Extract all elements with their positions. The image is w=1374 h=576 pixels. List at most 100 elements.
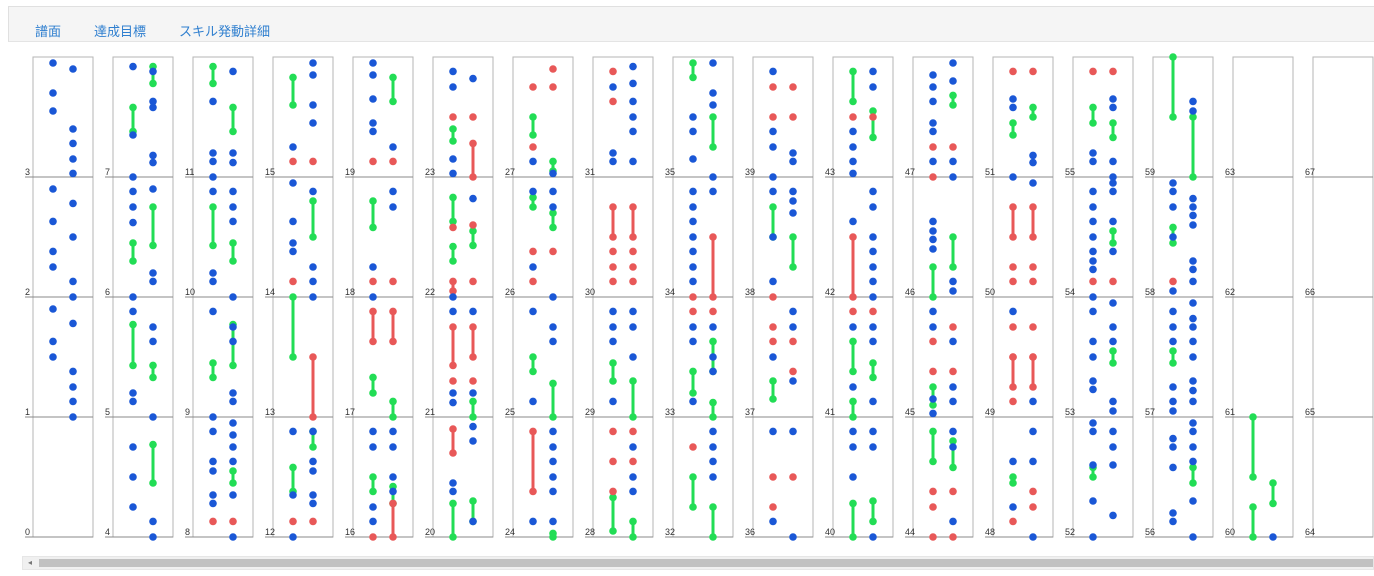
measure-label: 48 [985,527,995,537]
skill-hold-end [209,62,217,71]
tap-note [1189,323,1197,331]
measure-label: 2 [25,287,30,297]
tap-note [1029,158,1037,167]
tap-note [709,427,717,436]
skill-hold-start [529,131,537,139]
tap-note [449,83,457,91]
tap-note [149,151,157,160]
skill-hold-end [1249,503,1257,511]
measure-label: 65 [1305,407,1315,417]
skill-hold-end [549,157,557,166]
skill-hold-end [869,359,877,367]
special-hold-start [1029,233,1037,241]
special-hold-end [469,139,477,148]
skill-hold-end [229,467,237,475]
skill-hold-start [289,101,297,109]
special-note [929,143,937,151]
tab-bar: 譜面 達成目標 スキル発動詳細 [8,6,1374,42]
special-hold-end [449,277,457,286]
tap-note [69,169,77,178]
tap-note [229,217,237,226]
tap-note [129,203,137,211]
special-note [789,473,797,481]
tap-note [1109,157,1117,166]
score-chart: 0123456789101112131415161718192021222324… [25,53,1374,541]
horizontal-scrollbar[interactable]: ◂ [22,556,1374,570]
tap-note [789,307,797,316]
tap-note [229,203,237,211]
skill-hold-start [709,143,717,151]
tap-note [209,173,217,181]
tap-note [149,97,157,106]
scroll-thumb[interactable] [39,559,1373,567]
skill-hold-end [1109,347,1117,355]
tap-note [629,127,637,136]
special-note [609,247,617,256]
tap-note [769,353,777,361]
tap-note [389,443,397,451]
tap-note [769,67,777,76]
tap-note [1169,434,1177,443]
tab-score[interactable]: 譜面 [35,24,62,39]
measure-label: 38 [745,287,755,297]
special-note [469,277,477,286]
tab-achievements[interactable]: 達成目標 [94,24,147,39]
tap-note [869,397,877,406]
tab-skill-details[interactable]: スキル発動詳細 [179,24,271,39]
tap-note [289,217,297,226]
tap-note [869,293,877,301]
measure-label: 49 [985,407,995,417]
tap-note [1109,217,1117,226]
tap-note [609,157,617,166]
skill-hold-start [949,463,957,472]
special-note [949,533,957,541]
measure-label: 6 [105,287,110,297]
special-note [869,113,877,121]
special-hold-start [709,293,717,301]
tap-note [529,157,537,166]
tap-note [689,277,697,286]
special-note [389,157,397,166]
special-hold-start [1029,383,1037,391]
tap-note [1009,103,1017,112]
measure-label: 3 [25,167,30,177]
measure-label: 40 [825,527,835,537]
tap-note [549,187,557,196]
skill-hold-end [1189,113,1197,121]
skill-hold-start [949,263,957,271]
special-hold-start [529,487,537,496]
tap-note [609,149,617,157]
score-chart-area[interactable]: 0 1 2 3 4 5 6 7 8 9 10 11 12 13 14 15 16 17 18 19 20 21 22 23 24… [0,46,1374,546]
special-note [949,323,957,331]
skill-hold-start [149,373,157,382]
tap-note [929,235,937,244]
tap-note [929,227,937,235]
tap-note [689,397,697,406]
tap-note [129,397,137,406]
tap-note [549,473,557,481]
tap-note [869,263,877,271]
tap-note [1029,457,1037,466]
tap-note [849,157,857,166]
tap-note [209,187,217,196]
tap-note [869,83,877,91]
tap-note [369,443,377,451]
measure-label: 0 [25,527,30,537]
skill-hold-start [449,217,457,226]
skill-hold-end [469,227,477,235]
tap-note [1189,419,1197,427]
scroll-left-arrow-icon[interactable]: ◂ [27,558,32,567]
special-note [689,293,697,301]
skill-hold-end [449,499,457,508]
special-note [929,367,937,376]
skill-hold-end [469,397,477,406]
skill-hold-end [929,427,937,436]
tap-note [1189,221,1197,229]
tap-note [289,491,297,499]
tap-note [309,277,317,286]
tap-note [689,323,697,331]
tap-note [149,323,157,331]
tap-note [1089,293,1097,301]
tap-note [1169,203,1177,211]
special-hold-start [309,413,317,421]
